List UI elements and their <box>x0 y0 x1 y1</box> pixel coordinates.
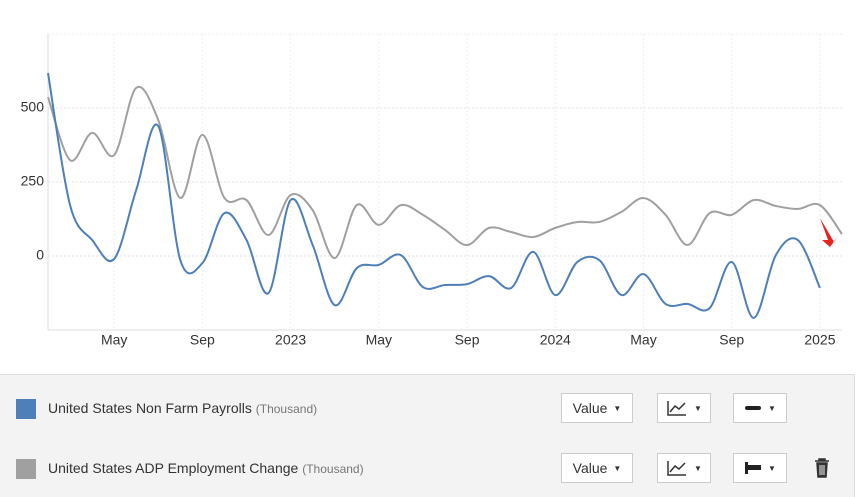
line-style-dropdown[interactable]: ▼ <box>733 393 787 423</box>
annotation-arrow <box>820 218 838 247</box>
y-tick-label: 250 <box>21 173 45 189</box>
style-icon <box>745 462 762 474</box>
legend-label: United States Non Farm Payrolls (Thousan… <box>48 400 317 416</box>
chart: 0 250 500 May Sep 2023 May Sep 2024 May Sep 2025 <box>21 33 843 348</box>
legend-row: United States ADP Employment Change (Tho… <box>0 447 854 487</box>
mode-dropdown[interactable]: Value ▼ <box>561 453 633 483</box>
legend-label: United States ADP Employment Change (Tho… <box>48 460 364 476</box>
legend-swatch <box>16 459 36 479</box>
delete-button[interactable] <box>812 457 832 479</box>
legend-row: United States Non Farm Payrolls (Thousan… <box>0 387 854 427</box>
x-tick-label: 2024 <box>540 332 571 348</box>
x-tick-label: Sep <box>190 332 215 348</box>
line-icon <box>667 401 687 416</box>
series-name: United States ADP Employment Change <box>48 460 299 476</box>
series-unit: (Thousand) <box>255 402 318 416</box>
style-icon <box>745 406 762 410</box>
y-tick-label: 0 <box>36 247 44 263</box>
y-tick-label: 500 <box>21 99 45 115</box>
x-tick-label: 2023 <box>275 332 306 348</box>
series-line <box>47 72 821 319</box>
x-tick-label: Sep <box>455 332 480 348</box>
x-tick-label: Sep <box>719 332 744 348</box>
line-style-dropdown[interactable]: ▼ <box>733 453 787 483</box>
chart-type-dropdown[interactable]: ▼ <box>657 453 711 483</box>
legend-panel: United States Non Farm Payrolls (Thousan… <box>0 374 855 497</box>
mode-label: Value <box>572 460 608 476</box>
x-tick-label: May <box>630 332 656 348</box>
x-tick-label: May <box>101 332 127 348</box>
legend-swatch <box>16 399 36 419</box>
mode-label: Value <box>572 400 608 416</box>
mode-dropdown[interactable]: Value ▼ <box>561 393 633 423</box>
x-tick-label: 2025 <box>804 332 835 348</box>
series-unit: (Thousand) <box>302 462 364 476</box>
series-name: United States Non Farm Payrolls <box>48 400 252 416</box>
series-line <box>47 85 843 260</box>
chart-type-dropdown[interactable]: ▼ <box>657 393 711 423</box>
x-tick-label: May <box>366 332 392 348</box>
line-icon <box>667 461 687 476</box>
